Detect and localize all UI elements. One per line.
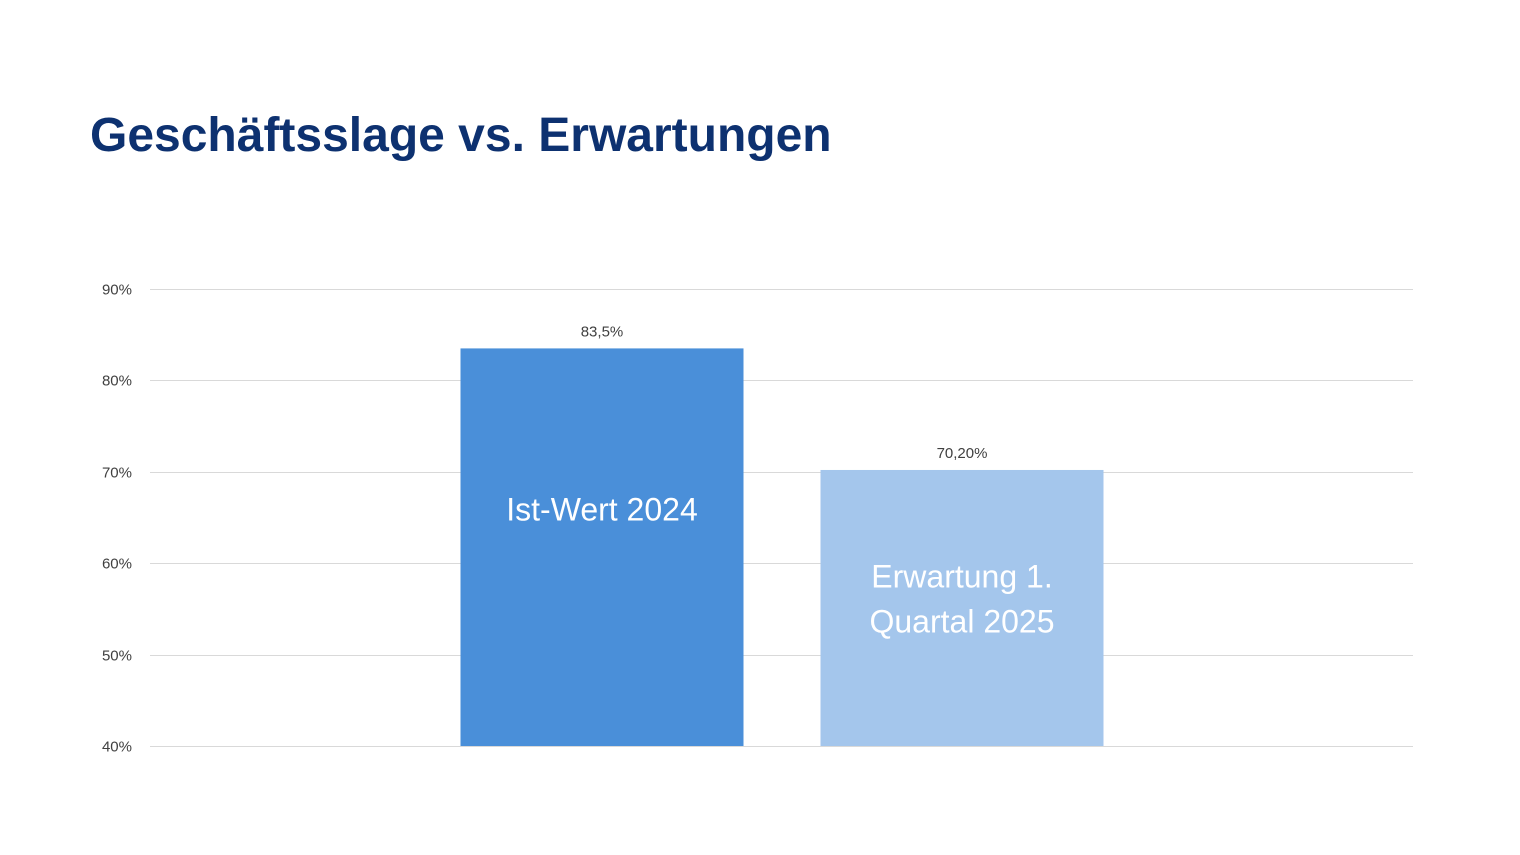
category-label: Ist-Wert 2024	[506, 491, 697, 527]
y-tick-label: 50%	[102, 648, 132, 665]
category-label-line: Erwartung 1.	[871, 558, 1052, 594]
y-axis-tick-labels: 40% 50% 60% 70% 80% 90%	[102, 282, 132, 756]
y-tick-label: 80%	[102, 373, 132, 390]
bar	[820, 469, 1104, 746]
gridlines	[150, 289, 1413, 747]
data-label: 70,20%	[937, 445, 988, 462]
y-tick-label: 40%	[102, 739, 132, 756]
category-label: Erwartung 1. Quartal 2025	[869, 558, 1054, 639]
bar	[460, 348, 744, 746]
bars	[460, 348, 1104, 746]
data-labels: 83,5% Ist-Wert 2024 70,20% Erwartung 1. Quar…	[506, 323, 1054, 639]
y-tick-label: 60%	[102, 556, 132, 573]
category-label-line: Ist-Wert 2024	[506, 491, 697, 527]
y-tick-label: 70%	[102, 465, 132, 482]
data-label: 83,5%	[581, 323, 624, 340]
y-tick-label: 90%	[102, 282, 132, 299]
category-label-line: Quartal 2025	[869, 603, 1054, 639]
slide-title: Geschäftsslage vs. Erwartungen	[90, 109, 832, 162]
